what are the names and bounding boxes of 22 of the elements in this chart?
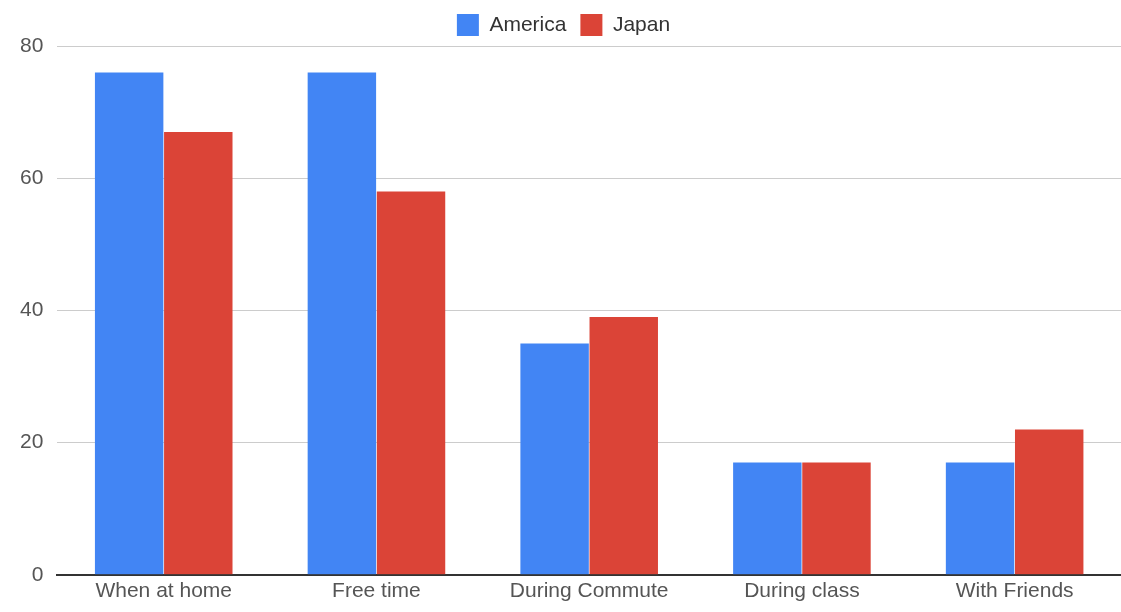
legend-label: Japan bbox=[612, 11, 671, 35]
x-tick-label: During Commute bbox=[509, 578, 669, 602]
legend-label: America bbox=[489, 11, 567, 35]
bar bbox=[307, 72, 377, 575]
x-tick-label: When at home bbox=[95, 578, 233, 602]
y-tick-label: 0 bbox=[31, 561, 44, 585]
y-tick-label: 40 bbox=[20, 297, 44, 321]
bar bbox=[164, 131, 233, 575]
bar bbox=[520, 343, 589, 575]
y-tick-label: 20 bbox=[20, 429, 44, 453]
bar bbox=[1014, 429, 1084, 575]
x-tick-label: Free time bbox=[332, 578, 421, 602]
y-tick-label: 60 bbox=[20, 165, 44, 188]
bar bbox=[945, 462, 1015, 575]
x-tick-label: With Friends bbox=[955, 578, 1074, 602]
bar bbox=[589, 317, 658, 575]
bar bbox=[733, 462, 802, 575]
bar bbox=[94, 72, 164, 575]
x-tick-label: During class bbox=[744, 578, 860, 602]
y-tick-label: 80 bbox=[20, 32, 44, 56]
bar bbox=[802, 462, 871, 575]
bar bbox=[376, 191, 446, 575]
